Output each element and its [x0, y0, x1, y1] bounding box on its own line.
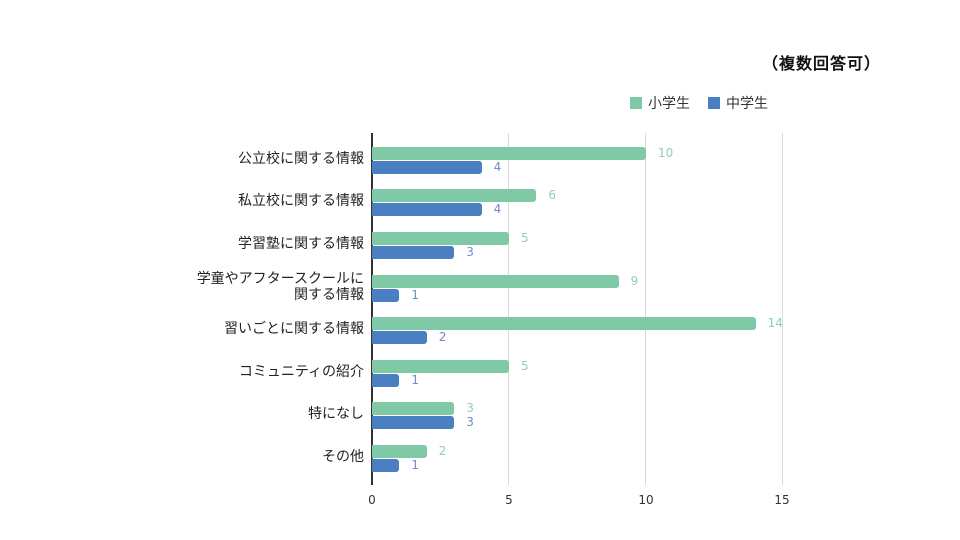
legend-label-junior: 中学生 [726, 96, 768, 112]
category-label-line1: その他 [322, 449, 364, 465]
legend-swatch-junior [708, 97, 720, 109]
y-axis-line [371, 133, 373, 485]
value-label-elementary: 9 [630, 274, 639, 288]
bar-junior [372, 161, 482, 174]
category-label-line1: 公立校に関する情報 [238, 151, 364, 167]
bar-junior [372, 289, 400, 302]
category-label: コミュニティの紹介 [239, 364, 364, 380]
legend-item-junior: 中学生 [708, 93, 768, 113]
category-label-line1: 学童やアフタースクールに [196, 271, 364, 287]
value-label-junior: 1 [411, 288, 420, 302]
bar-elementary [372, 147, 646, 160]
bar-elementary [372, 402, 455, 415]
value-label-elementary: 10 [658, 146, 674, 160]
category-label-line1: コミュニティの紹介 [238, 364, 364, 380]
x-tick-10: 10 [638, 493, 654, 507]
plot-area: 10 4 6 4 5 3 9 1 14 2 5 1 3 3 2 1 [371, 133, 791, 485]
category-label: 習いごとに関する情報 [224, 321, 364, 337]
category-label-line1: 私立校に関する情報 [238, 193, 364, 209]
bar-junior [372, 203, 482, 216]
chart-legend: 小学生 中学生 [630, 93, 786, 113]
bar-junior [372, 459, 400, 472]
bar-elementary [372, 317, 756, 330]
value-label-elementary: 14 [767, 316, 783, 330]
legend-item-elementary: 小学生 [630, 93, 690, 113]
value-label-junior: 1 [411, 373, 420, 387]
gridline-5 [508, 133, 509, 485]
gridline-10 [645, 133, 646, 485]
value-label-junior: 3 [466, 245, 474, 259]
category-label: 私立校に関する情報 [238, 193, 364, 209]
bar-elementary [372, 189, 537, 202]
category-label: その他 [322, 449, 364, 465]
category-label: 公立校に関する情報 [238, 151, 364, 167]
category-label-line2: 関する情報 [294, 287, 364, 303]
multiple-answers-note: （複数回答可） [762, 54, 882, 73]
bar-elementary [372, 275, 619, 288]
bar-junior [372, 246, 455, 259]
value-label-elementary: 5 [521, 231, 529, 245]
x-tick-0: 0 [368, 493, 376, 507]
bar-junior [372, 331, 427, 344]
bar-elementary [372, 445, 427, 458]
legend-label-elementary: 小学生 [648, 96, 690, 112]
value-label-junior: 2 [438, 330, 447, 344]
category-label-line1: 特になし [308, 406, 364, 422]
bar-junior [372, 374, 400, 387]
category-label: 学習塾に関する情報 [238, 236, 364, 252]
value-label-junior: 4 [493, 202, 502, 216]
value-label-elementary: 5 [521, 359, 529, 373]
value-label-elementary: 3 [466, 401, 474, 415]
category-label-line1: 習いごとに関する情報 [224, 321, 364, 337]
value-label-elementary: 2 [438, 444, 447, 458]
x-tick-15: 15 [774, 493, 790, 507]
bar-elementary [372, 232, 509, 245]
bar-elementary [372, 360, 509, 373]
bar-junior [372, 416, 455, 429]
value-label-junior: 3 [466, 415, 474, 429]
category-label-line1: 学習塾に関する情報 [238, 236, 364, 252]
x-tick-5: 5 [505, 493, 513, 507]
gridline-15 [782, 133, 783, 485]
value-label-junior: 1 [411, 458, 420, 472]
legend-swatch-elementary [630, 97, 642, 109]
category-label: 特になし [308, 406, 364, 422]
value-label-elementary: 6 [548, 188, 557, 202]
value-label-junior: 4 [493, 160, 502, 174]
category-label: 学童やアフタースクールに 関する情報 [197, 271, 364, 303]
